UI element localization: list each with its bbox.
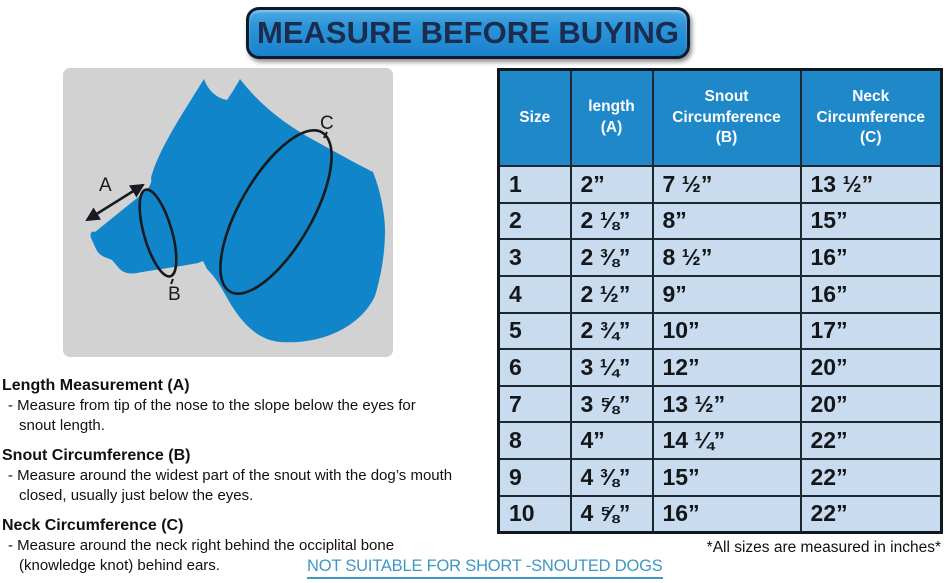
table-row: 2 2 ⅛” 8” 15” <box>497 201 943 241</box>
banner-title: MEASURE BEFORE BUYING <box>257 15 679 50</box>
header-size: Size <box>497 68 572 167</box>
table-row: 4 2 ½” 9” 16” <box>497 274 943 314</box>
label-c-tick <box>323 131 328 139</box>
header-snout-circumference-b: Snout Circumference (B) <box>651 68 802 167</box>
cell-neck: 13 ½” <box>799 165 943 204</box>
cell-neck: 22” <box>799 421 943 461</box>
note-line: - Measure around the widest part of the … <box>8 467 453 484</box>
cell-length: 4 ⅜” <box>569 458 654 497</box>
snout-length-arrow-a <box>85 183 145 222</box>
table-row: 6 3 ¼” 12” 20” <box>497 348 943 387</box>
cell-size: 3 <box>497 238 572 277</box>
cell-neck: 16” <box>799 274 943 314</box>
note-line: closed, usually just below the eyes. <box>19 487 254 504</box>
cell-snout: 9” <box>651 274 802 314</box>
neck-measure-ellipse-c <box>219 129 333 295</box>
note-line: - Measure around the neck right behind t… <box>8 537 395 554</box>
cell-size: 2 <box>497 201 572 241</box>
table-row: 10 4 ⅝” 16” 22” <box>497 494 943 534</box>
label-b-tick <box>170 278 174 285</box>
snout-measure-ellipse-b <box>138 188 178 278</box>
header-length-a: length (A) <box>569 68 654 167</box>
not-suitable-warning: NOT SUITABLE FOR SHORT -SNOUTED DOGS <box>307 557 663 579</box>
cell-snout: 13 ½” <box>651 384 802 424</box>
table-header-row: Size length (A) Snout Circumference (B) … <box>497 68 943 167</box>
note-neck-circumference: Neck Circumference (C) - Measure around … <box>2 515 492 576</box>
dog-measurement-diagram: A B C <box>63 68 393 357</box>
diagram-label-c: C <box>320 113 334 134</box>
cell-neck: 22” <box>799 494 943 534</box>
cell-size: 1 <box>497 165 572 204</box>
note-line: - Measure from tip of the nose to the sl… <box>8 397 416 414</box>
cell-length: 3 ⅝” <box>569 384 654 424</box>
table-row: 7 3 ⅝” 13 ½” 20” <box>497 384 943 424</box>
cell-snout: 10” <box>651 311 802 351</box>
cell-snout: 15” <box>651 458 802 497</box>
cell-size: 4 <box>497 274 572 314</box>
cell-size: 10 <box>497 494 572 534</box>
cell-length: 3 ¼” <box>569 348 654 387</box>
note-heading: Neck Circumference (C) <box>2 517 184 534</box>
cell-length: 4 ⅝” <box>569 494 654 534</box>
diagram-label-a: A <box>99 175 112 196</box>
measurement-notes: Length Measurement (A) - Measure from ti… <box>2 375 492 576</box>
note-heading: Snout Circumference (B) <box>2 447 191 464</box>
table-row: 1 2” 7 ½” 13 ½” <box>497 165 943 204</box>
cell-snout: 16” <box>651 494 802 534</box>
cell-size: 8 <box>497 421 572 461</box>
cell-length: 2 ⅜” <box>569 238 654 277</box>
cell-neck: 17” <box>799 311 943 351</box>
cell-neck: 20” <box>799 348 943 387</box>
cell-neck: 15” <box>799 201 943 241</box>
cell-neck: 16” <box>799 238 943 277</box>
note-snout-circumference: Snout Circumference (B) - Measure around… <box>2 445 492 506</box>
cell-length: 2” <box>569 165 654 204</box>
measure-before-buying-banner: MEASURE BEFORE BUYING <box>246 7 690 59</box>
cell-length: 2 ¾” <box>569 311 654 351</box>
cell-neck: 20” <box>799 384 943 424</box>
cell-length: 4” <box>569 421 654 461</box>
table-row: 8 4” 14 ¼” 22” <box>497 421 943 461</box>
dog-head-silhouette <box>90 79 386 343</box>
table-row: 3 2 ⅜” 8 ½” 16” <box>497 238 943 277</box>
size-chart-table: Size length (A) Snout Circumference (B) … <box>497 68 943 534</box>
cell-length: 2 ½” <box>569 274 654 314</box>
cell-length: 2 ⅛” <box>569 201 654 241</box>
cell-size: 7 <box>497 384 572 424</box>
cell-snout: 8” <box>651 201 802 241</box>
sizes-in-inches-footnote: *All sizes are measured in inches* <box>706 539 941 556</box>
cell-size: 9 <box>497 458 572 497</box>
table-row: 9 4 ⅜” 15” 22” <box>497 458 943 497</box>
cell-snout: 7 ½” <box>651 165 802 204</box>
dog-diagram-svg: A B C <box>85 79 386 343</box>
cell-neck: 22” <box>799 458 943 497</box>
cell-size: 6 <box>497 348 572 387</box>
cell-snout: 14 ¼” <box>651 421 802 461</box>
note-length-measurement: Length Measurement (A) - Measure from ti… <box>2 375 492 436</box>
header-neck-circumference-c: Neck Circumference (C) <box>799 68 943 167</box>
note-line: (knowledge knot) behind ears. <box>19 557 220 574</box>
table-row: 5 2 ¾” 10” 17” <box>497 311 943 351</box>
cell-snout: 12” <box>651 348 802 387</box>
note-heading: Length Measurement (A) <box>2 377 190 394</box>
diagram-label-b: B <box>168 284 181 305</box>
note-line: snout length. <box>19 417 105 434</box>
cell-snout: 8 ½” <box>651 238 802 277</box>
cell-size: 5 <box>497 311 572 351</box>
